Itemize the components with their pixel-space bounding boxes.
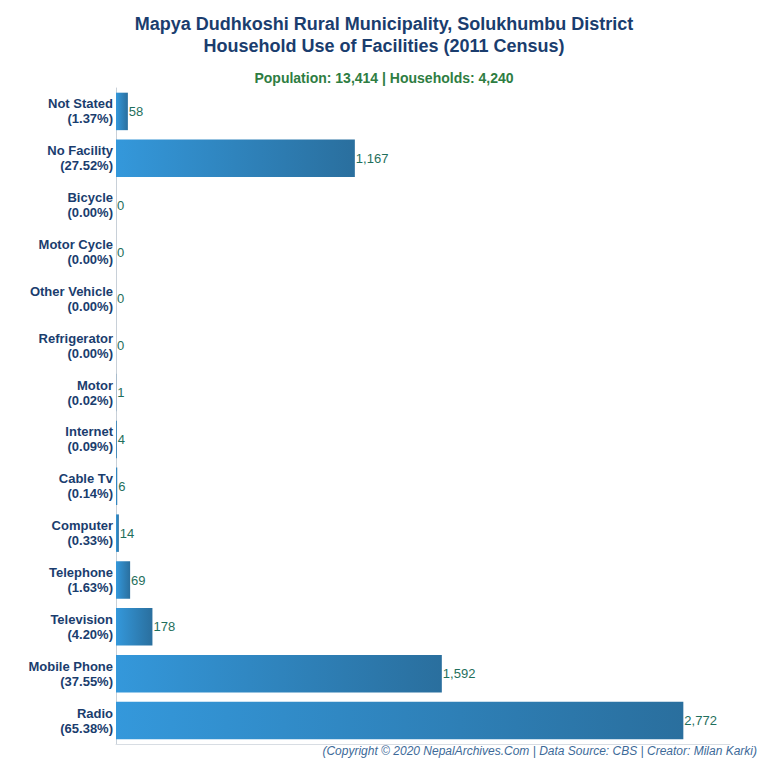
svg-text:(0.02%): (0.02%)	[67, 393, 113, 408]
svg-text:(Copyright © 2020 NepalArchive: (Copyright © 2020 NepalArchives.Com | Da…	[322, 744, 757, 758]
svg-text:(0.00%): (0.00%)	[67, 205, 113, 220]
svg-text:6: 6	[118, 479, 125, 494]
svg-text:(4.20%): (4.20%)	[67, 627, 113, 642]
svg-text:0: 0	[117, 245, 124, 260]
svg-text:(1.37%): (1.37%)	[67, 111, 113, 126]
svg-text:(37.55%): (37.55%)	[60, 674, 113, 689]
svg-text:1: 1	[117, 385, 124, 400]
svg-text:Refrigerator: Refrigerator	[39, 331, 113, 346]
svg-text:0: 0	[117, 198, 124, 213]
svg-text:(0.09%): (0.09%)	[67, 439, 113, 454]
svg-text:4: 4	[118, 432, 125, 447]
svg-text:0: 0	[117, 338, 124, 353]
svg-text:Telephone: Telephone	[49, 565, 113, 580]
svg-text:(0.00%): (0.00%)	[67, 346, 113, 361]
svg-text:1,592: 1,592	[443, 666, 476, 681]
svg-text:Television: Television	[50, 612, 113, 627]
svg-text:Cable Tv: Cable Tv	[59, 471, 114, 486]
svg-text:Mapya Dudhkoshi Rural Municipa: Mapya Dudhkoshi Rural Municipality, Solu…	[135, 14, 634, 34]
svg-text:No Facility: No Facility	[47, 143, 114, 158]
svg-text:Household Use of Facilities (2: Household Use of Facilities (2011 Census…	[203, 36, 564, 56]
svg-text:Bicycle: Bicycle	[67, 190, 113, 205]
svg-text:14: 14	[120, 526, 134, 541]
svg-text:Motor Cycle: Motor Cycle	[39, 237, 113, 252]
svg-text:Radio: Radio	[77, 706, 113, 721]
svg-text:(0.00%): (0.00%)	[67, 299, 113, 314]
svg-text:1,167: 1,167	[356, 151, 389, 166]
svg-text:Internet: Internet	[65, 424, 113, 439]
svg-text:2,772: 2,772	[684, 713, 717, 728]
svg-text:58: 58	[129, 104, 143, 119]
svg-text:Not Stated: Not Stated	[48, 96, 113, 111]
svg-text:(65.38%): (65.38%)	[60, 721, 113, 736]
svg-text:(0.33%): (0.33%)	[67, 533, 113, 548]
svg-text:Other Vehicle: Other Vehicle	[30, 284, 113, 299]
svg-text:(0.00%): (0.00%)	[67, 252, 113, 267]
svg-text:178: 178	[153, 619, 175, 634]
svg-text:Mobile Phone: Mobile Phone	[29, 659, 114, 674]
svg-text:(0.14%): (0.14%)	[67, 486, 113, 501]
svg-text:69: 69	[131, 573, 145, 588]
svg-text:(27.52%): (27.52%)	[60, 158, 113, 173]
svg-text:(1.63%): (1.63%)	[67, 580, 113, 595]
svg-text:Population: 13,414 | Household: Population: 13,414 | Households: 4,240	[254, 70, 513, 86]
svg-text:Computer: Computer	[52, 518, 113, 533]
svg-text:0: 0	[117, 291, 124, 306]
svg-text:Motor: Motor	[77, 378, 113, 393]
